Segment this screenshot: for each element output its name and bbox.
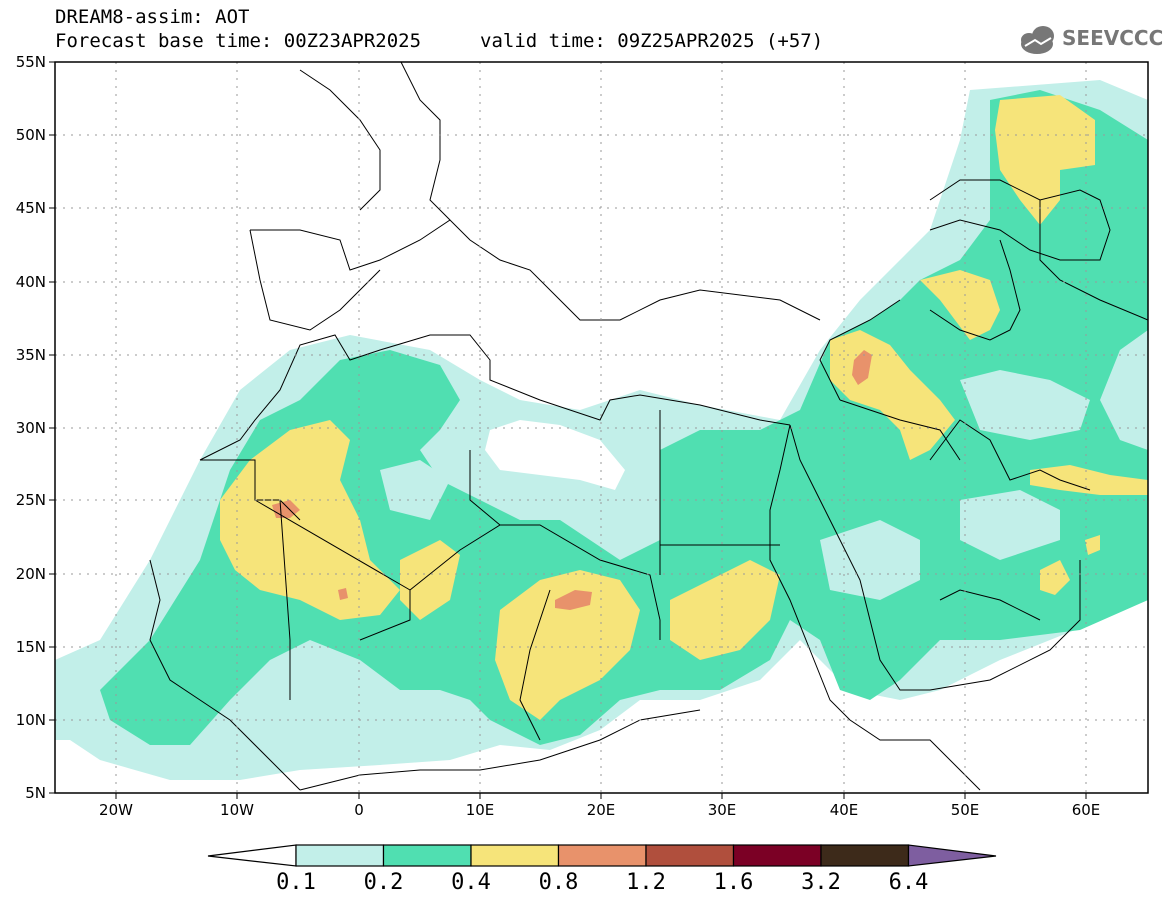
lon-label-0: 0 xyxy=(354,801,364,819)
colorbar-segment-1.6 xyxy=(732,844,822,867)
colorbar-label-0.2: 0.2 xyxy=(363,870,404,895)
colorbar-label-1.6: 1.6 xyxy=(713,870,754,895)
lon-label-60e: 60E xyxy=(1072,801,1101,819)
colorbar-label-6.4: 6.4 xyxy=(888,870,929,895)
map-title: DREAM8-assim: AOT xyxy=(55,6,250,28)
lat-label-5n: 5N xyxy=(25,784,46,802)
lat-label-30n: 30N xyxy=(16,419,46,437)
lat-label-20n: 20N xyxy=(16,565,46,583)
colorbar-label-3.2: 3.2 xyxy=(801,870,841,895)
lon-label-20w: 20W xyxy=(99,801,133,819)
colorbar-segment-1.2 xyxy=(645,844,735,867)
gridlines xyxy=(55,62,1148,793)
valid-time: valid time: 09Z25APR2025 (+57) xyxy=(480,30,824,52)
colorbar-label-0.8: 0.8 xyxy=(538,870,579,895)
cloud-icon xyxy=(1021,26,1054,54)
colorbar-segment-0.4 xyxy=(470,844,560,867)
colorbar-label-1.2: 1.2 xyxy=(626,870,666,895)
lat-label-50n: 50N xyxy=(16,126,46,144)
forecast-base-time: Forecast base time: 00Z23APR2025 xyxy=(55,30,422,52)
colorbar-label-0.1: 0.1 xyxy=(276,870,316,895)
lat-label-10n: 10N xyxy=(16,711,46,729)
aot-band-0.4 xyxy=(220,420,400,620)
colorbar-segment-0.1 xyxy=(295,844,385,867)
lon-labels: 20W 10W 0 10E 20E 30E 40E 50E 60E xyxy=(99,801,1100,819)
lat-label-45n: 45N xyxy=(16,199,46,217)
logo-text: SEEVCCC xyxy=(1062,26,1164,50)
lat-label-35n: 35N xyxy=(16,346,46,364)
colorbar-arrow-low xyxy=(207,844,297,867)
lon-label-30e: 30E xyxy=(708,801,737,819)
lon-label-20e: 20E xyxy=(587,801,616,819)
colorbar-label-0.4: 0.4 xyxy=(451,870,491,895)
lat-label-40n: 40N xyxy=(16,273,46,291)
lon-label-10w: 10W xyxy=(220,801,254,819)
lat-label-25n: 25N xyxy=(16,491,46,509)
lon-label-40e: 40E xyxy=(830,801,859,819)
colorbar-segment-0.2 xyxy=(382,844,472,867)
axis-ticks xyxy=(49,61,1087,799)
lat-labels: 55N 50N 45N 40N 35N 30N 25N 20N 15N 10N … xyxy=(16,53,46,802)
colorbar-segment-3.2 xyxy=(820,844,910,867)
lon-label-10e: 10E xyxy=(466,801,495,819)
lat-label-55n: 55N xyxy=(16,53,46,71)
colorbar-arrow-high xyxy=(907,844,997,867)
colorbar-segment-0.8 xyxy=(557,844,647,867)
lat-label-15n: 15N xyxy=(16,638,46,656)
lon-label-50e: 50E xyxy=(951,801,980,819)
